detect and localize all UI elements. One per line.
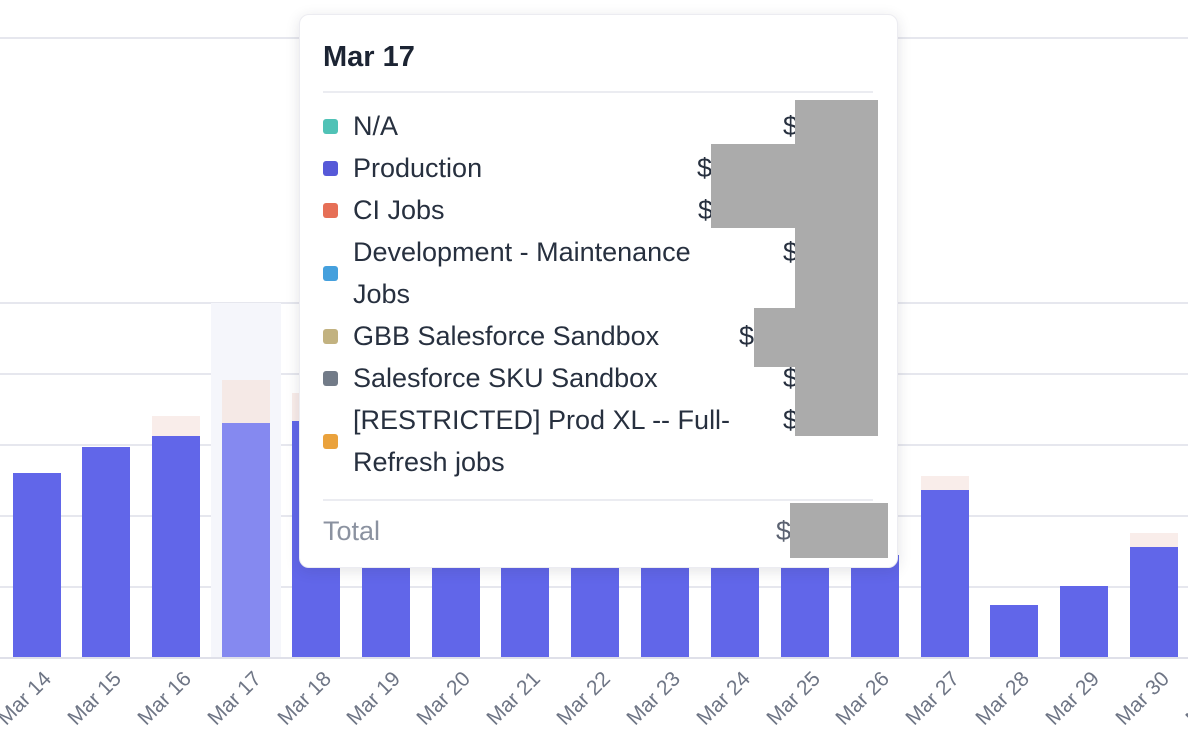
tooltip-row-label: [RESTRICTED] Prod XL -- Full- Refresh job… — [353, 405, 731, 477]
tooltip-row-currency: $ — [783, 405, 799, 435]
tooltip-row-gbb-sandbox: GBB Salesforce Sandbox $ — [323, 315, 873, 357]
tooltip-row-label: N/A — [353, 111, 399, 141]
x-axis-label: Mar 19 — [342, 667, 406, 730]
x-axis-label: Mar 28 — [971, 667, 1034, 730]
x-axis-label: Mar 30 — [1111, 667, 1174, 730]
bar-mar-19[interactable] — [361, 555, 410, 658]
bar-mar-25[interactable] — [780, 555, 829, 658]
bar-mar-22[interactable] — [571, 555, 620, 658]
x-axis-label: Mar 24 — [692, 667, 755, 730]
x-axis-label: Mar 23 — [622, 667, 685, 730]
tooltip-row-sku-sandbox: Salesforce SKU Sandbox $ — [323, 357, 873, 399]
bar-segment-main — [1130, 547, 1179, 658]
bar-segment-main — [222, 423, 271, 658]
tooltip-row-currency: $ — [783, 363, 799, 393]
bar-mar-28[interactable] — [990, 605, 1039, 658]
bar-segment-cap — [920, 476, 969, 490]
x-axis-line — [0, 657, 1188, 659]
series-swatch-restricted-prod-xl — [323, 433, 338, 449]
tooltip-row-label: Salesforce SKU Sandbox — [353, 363, 658, 393]
bar-mar-21[interactable] — [501, 555, 550, 658]
tooltip-total-currency: $ — [776, 516, 792, 546]
bar-mar-24[interactable] — [711, 555, 759, 658]
tooltip-divider — [323, 499, 873, 501]
tooltip-row-label: CI Jobs — [353, 195, 445, 225]
tooltip-row-currency: $ — [783, 111, 799, 141]
series-swatch-ci-jobs — [323, 202, 338, 218]
bar-segment-cap — [1130, 533, 1179, 547]
bar-segment-main — [431, 555, 480, 658]
bar-mar-27[interactable] — [920, 476, 969, 658]
bar-segment-main — [82, 447, 131, 658]
bar-mar-14[interactable] — [12, 473, 61, 658]
tooltip-row-currency: $ — [698, 195, 714, 225]
redaction-box — [795, 100, 878, 436]
tooltip-row-production: Production $ — [323, 147, 873, 189]
tooltip-row-label: Development - Maintenance Jobs — [353, 237, 691, 309]
redaction-box — [754, 308, 795, 367]
x-axis-label: Mar 16 — [133, 667, 196, 730]
bar-segment-main — [850, 555, 899, 658]
series-swatch-sku-sandbox — [323, 370, 338, 386]
tooltip-row-restricted-prod-xl: [RESTRICTED] Prod XL -- Full- Refresh job… — [323, 399, 873, 483]
bar-mar-16[interactable] — [152, 416, 201, 658]
bar-segment-main — [361, 555, 410, 658]
bar-segment-cap — [222, 380, 271, 423]
tooltip-total-row: Total $ — [323, 510, 873, 552]
bar-segment-cap — [152, 416, 201, 436]
x-axis-label: Mar 27 — [901, 667, 965, 730]
tooltip-row-currency: $ — [783, 237, 799, 267]
bar-segment-main — [990, 605, 1039, 658]
tooltip-row-dev-maintenance: Development - Maintenance Jobs $ — [323, 231, 873, 315]
bar-mar-29[interactable] — [1060, 586, 1109, 658]
bar-mar-20[interactable] — [431, 555, 480, 658]
series-swatch-production — [323, 160, 338, 176]
x-axis-label: Mar 15 — [63, 667, 126, 730]
x-axis-label: Mar 22 — [552, 667, 615, 730]
bar-mar-15[interactable] — [82, 447, 131, 658]
tooltip-row-na: N/A $ — [323, 105, 873, 147]
x-axis-label: Mar 17 — [203, 667, 266, 730]
tooltip-divider — [323, 91, 873, 93]
tooltip-row-label: Production — [353, 153, 483, 183]
x-axis-label: Mar 14 — [0, 667, 57, 730]
series-swatch-gbb-sandbox — [323, 328, 338, 344]
bar-segment-main — [641, 555, 690, 658]
bar-segment-main — [1060, 586, 1109, 658]
x-axis-label: Mar 25 — [761, 667, 825, 730]
tooltip-total-label: Total — [323, 516, 381, 546]
series-swatch-na — [323, 118, 338, 134]
bar-segment-main — [152, 436, 201, 658]
bar-segment-main — [920, 490, 969, 658]
bar-mar-17[interactable] — [222, 380, 271, 658]
tooltip-row-ci-jobs: CI Jobs $ — [323, 189, 873, 231]
redaction-box — [790, 503, 888, 558]
tooltip-rows: N/A $ Production $ CI Jobs $ Development - Mai… — [323, 105, 873, 483]
bar-mar-26[interactable] — [850, 555, 899, 658]
x-axis-label: Mar 20 — [412, 667, 476, 730]
x-axis-label: Mar 26 — [831, 667, 895, 730]
bar-segment-main — [780, 555, 829, 658]
tooltip-row-currency: $ — [697, 153, 713, 183]
bar-mar-23[interactable] — [641, 555, 690, 658]
bar-mar-30[interactable] — [1130, 533, 1179, 658]
series-swatch-dev-maintenance — [323, 265, 338, 281]
tooltip-row-label: GBB Salesforce Sandbox — [353, 321, 660, 351]
x-axis-label: Mar 29 — [1041, 667, 1104, 730]
x-axis-label: Mar 21 — [482, 667, 546, 730]
bar-segment-main — [571, 555, 620, 658]
x-axis-label: Mar 18 — [272, 667, 336, 730]
x-axis-label: Mar 31 — [1181, 667, 1188, 730]
bar-segment-main — [12, 473, 61, 658]
bar-segment-main — [501, 555, 550, 658]
bar-segment-main — [711, 555, 759, 658]
tooltip-row-currency: $ — [739, 321, 755, 351]
redaction-box — [711, 144, 795, 228]
tooltip-title: Mar 17 — [323, 41, 415, 73]
